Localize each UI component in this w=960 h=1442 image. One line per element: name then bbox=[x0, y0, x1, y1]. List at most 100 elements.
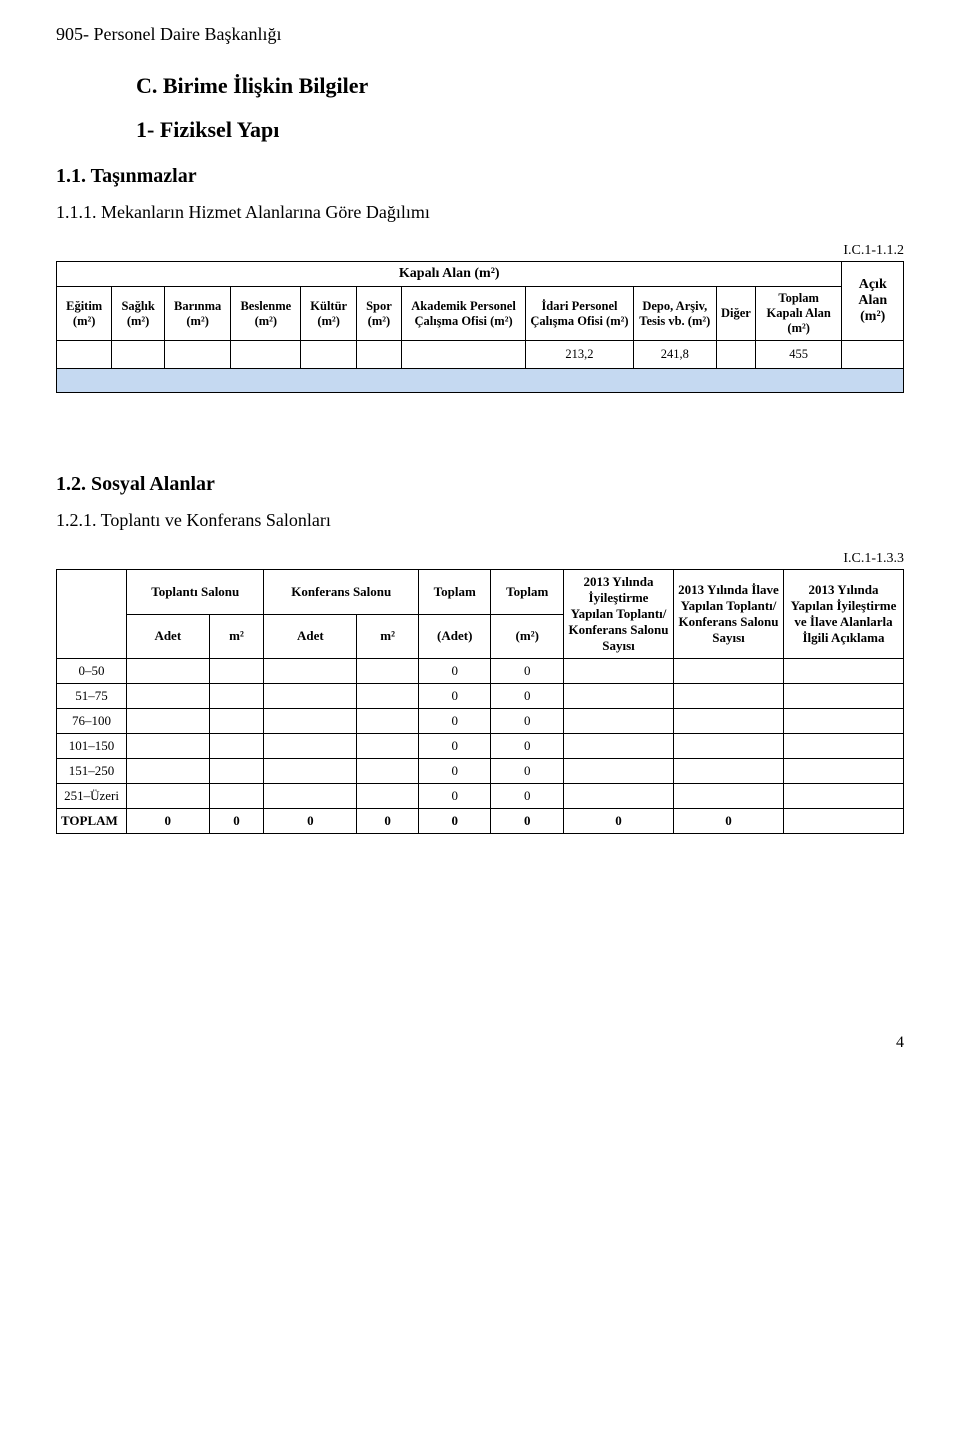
table2-total-cell: 0 bbox=[127, 809, 210, 834]
table1-cell bbox=[357, 341, 402, 369]
table2-cell bbox=[209, 784, 264, 809]
table2-head-2013-aciklama: 2013 Yılında Yapılan İyileştirme ve İlav… bbox=[784, 570, 904, 659]
section-1-title: 1- Fiziksel Yapı bbox=[136, 117, 904, 143]
table2-sub-m2-2: m² bbox=[357, 614, 419, 659]
table2-total-row: TOPLAM 0 0 0 0 0 0 0 0 bbox=[57, 809, 904, 834]
table2-cell: 0 bbox=[419, 784, 491, 809]
table1-col-acik: Açık Alan (m²) bbox=[842, 262, 904, 341]
table2-cell bbox=[127, 709, 210, 734]
table2-cell bbox=[127, 684, 210, 709]
table1-cell bbox=[164, 341, 230, 369]
table1-col-diger: Diğer bbox=[716, 287, 755, 341]
subsubsection-1-2-1: 1.2.1. Toplantı ve Konferans Salonları bbox=[56, 510, 904, 531]
table2-sub-adet2: Adet bbox=[264, 614, 357, 659]
table1-col-toplam-kapali: Toplam Kapalı Alan (m²) bbox=[755, 287, 842, 341]
table1-col-akademik: Akademik Personel Çalışma Ofisi (m²) bbox=[401, 287, 526, 341]
table2-cell bbox=[209, 709, 264, 734]
table2-cell bbox=[357, 684, 419, 709]
table2-row: 76–100 0 0 bbox=[57, 709, 904, 734]
table1-container: I.C.1-1.1.2 Kapalı Alan (m²) Açık Alan (… bbox=[56, 243, 904, 393]
table2-row-label: 51–75 bbox=[57, 684, 127, 709]
table2-cell bbox=[784, 659, 904, 684]
table2-total-cell: 0 bbox=[674, 809, 784, 834]
table2-head-2013-iyilestirme: 2013 Yılında İyileştirme Yapılan Toplant… bbox=[564, 570, 674, 659]
table2-head-toplanti: Toplantı Salonu bbox=[127, 570, 264, 615]
table2-row: 251–Üzeri 0 0 bbox=[57, 784, 904, 809]
table2-cell bbox=[674, 684, 784, 709]
table1-col-spor: Spor (m²) bbox=[357, 287, 402, 341]
table2-code-ref: I.C.1-1.3.3 bbox=[56, 551, 904, 567]
table2-cell bbox=[564, 734, 674, 759]
table1-col-barinma: Barınma (m²) bbox=[164, 287, 230, 341]
table2-sub-m2-p: (m²) bbox=[491, 614, 564, 659]
table2-cell bbox=[357, 659, 419, 684]
table2-cell bbox=[357, 784, 419, 809]
table2-cell bbox=[127, 759, 210, 784]
table2-cell bbox=[564, 659, 674, 684]
table2-row-label: 0–50 bbox=[57, 659, 127, 684]
table1-cell bbox=[57, 341, 112, 369]
table2-cell bbox=[264, 659, 357, 684]
table2-cell: 0 bbox=[491, 659, 564, 684]
table1-cell-depo: 241,8 bbox=[633, 341, 716, 369]
table2-cell bbox=[264, 684, 357, 709]
table1: Kapalı Alan (m²) Açık Alan (m²) Eğitim (… bbox=[56, 261, 904, 393]
table2-sub-adet-p: (Adet) bbox=[419, 614, 491, 659]
table2-cell bbox=[564, 759, 674, 784]
table1-col-idari: İdari Personel Çalışma Ofisi (m²) bbox=[526, 287, 633, 341]
table2-cell bbox=[784, 784, 904, 809]
table2-container: I.C.1-1.3.3 Toplantı Salonu Konferans Sa… bbox=[56, 551, 904, 834]
table2-cell: 0 bbox=[419, 709, 491, 734]
table2-sub-m2-1: m² bbox=[209, 614, 264, 659]
table2-cell bbox=[357, 759, 419, 784]
table2-cell bbox=[357, 734, 419, 759]
table2-cell bbox=[784, 734, 904, 759]
table2-cell bbox=[264, 709, 357, 734]
doc-header: 905- Personel Daire Başkanlığı bbox=[56, 24, 904, 45]
table2-total-cell: 0 bbox=[419, 809, 491, 834]
table2-cell bbox=[784, 709, 904, 734]
table1-cell bbox=[716, 341, 755, 369]
table2-cell bbox=[209, 759, 264, 784]
section-c-title: C. Birime İlişkin Bilgiler bbox=[136, 73, 904, 99]
table1-cell bbox=[842, 341, 904, 369]
table2-row: 101–150 0 0 bbox=[57, 734, 904, 759]
table2-cell bbox=[264, 734, 357, 759]
table2-cell: 0 bbox=[419, 759, 491, 784]
table2-total-cell: 0 bbox=[491, 809, 564, 834]
table1-cell bbox=[231, 341, 301, 369]
table2-cell bbox=[564, 784, 674, 809]
table2-cell: 0 bbox=[491, 784, 564, 809]
table2-row: 0–50 0 0 bbox=[57, 659, 904, 684]
table2-cell bbox=[209, 684, 264, 709]
table2-cell bbox=[127, 659, 210, 684]
table1-col-egitim: Eğitim (m²) bbox=[57, 287, 112, 341]
table2-cell bbox=[784, 759, 904, 784]
table2-cell bbox=[564, 709, 674, 734]
table2-sub-adet1: Adet bbox=[127, 614, 210, 659]
table1-cell bbox=[301, 341, 357, 369]
table2-row-label: 151–250 bbox=[57, 759, 127, 784]
table2-total-cell bbox=[784, 809, 904, 834]
table2-cell bbox=[674, 734, 784, 759]
table2-total-cell: 0 bbox=[564, 809, 674, 834]
subsubsection-1-1-1: 1.1.1. Mekanların Hizmet Alanlarına Göre… bbox=[56, 202, 904, 223]
table1-cell bbox=[112, 341, 165, 369]
table1-col-saglik: Sağlık (m²) bbox=[112, 287, 165, 341]
table2-cell: 0 bbox=[419, 734, 491, 759]
table2-cell bbox=[357, 709, 419, 734]
table2-cell bbox=[127, 784, 210, 809]
table2-total-cell: 0 bbox=[357, 809, 419, 834]
subsection-1-2: 1.2. Sosyal Alanlar bbox=[56, 473, 904, 496]
table1-cell-idari: 213,2 bbox=[526, 341, 633, 369]
table2-cell bbox=[264, 759, 357, 784]
table1-col-kultur: Kültür (m²) bbox=[301, 287, 357, 341]
table1-data-row: 213,2 241,8 455 bbox=[57, 341, 904, 369]
table2-row: 151–250 0 0 bbox=[57, 759, 904, 784]
table2-cell bbox=[674, 709, 784, 734]
table2-cell: 0 bbox=[491, 684, 564, 709]
table2-cell: 0 bbox=[419, 659, 491, 684]
table2-corner bbox=[57, 570, 127, 659]
table1-code-ref: I.C.1-1.1.2 bbox=[56, 243, 904, 259]
table2: Toplantı Salonu Konferans Salonu Toplam … bbox=[56, 569, 904, 834]
